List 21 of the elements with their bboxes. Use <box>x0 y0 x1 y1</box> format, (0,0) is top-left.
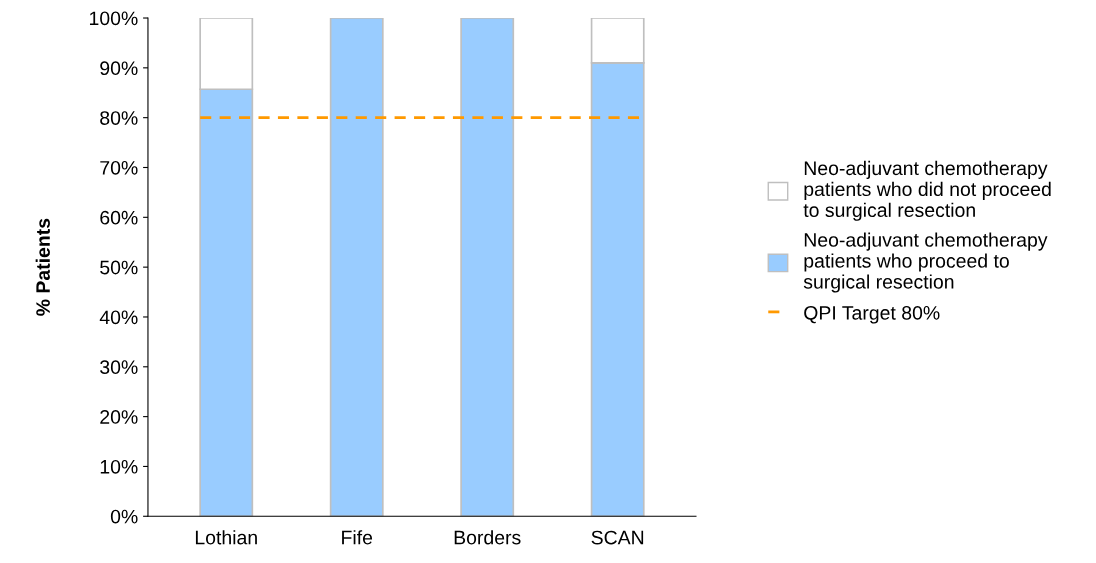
y-tick-label: 30% <box>100 360 138 375</box>
y-tick-label: 10% <box>100 459 138 474</box>
bar <box>460 18 515 517</box>
y-tick-label: 40% <box>99 310 138 325</box>
y-tick-label: 70% <box>100 160 138 175</box>
y-tick-label: 20% <box>100 410 138 424</box>
y-tick-label: 60% <box>100 210 138 225</box>
y-tick-label: 90% <box>100 61 138 76</box>
y-axis-title: % Patients <box>35 218 50 316</box>
bar <box>329 18 384 517</box>
legend-label: Neo-adjuvant chemotherapy patients who did not proceed to surgical resection <box>803 160 1051 221</box>
x-tick-label: SCAN <box>591 530 644 545</box>
y-tick-label: 50% <box>100 260 138 275</box>
y-tick-label: 0% <box>110 509 138 524</box>
y-tick-label: 80% <box>100 111 138 125</box>
y-tick-label: 100% <box>89 11 138 26</box>
x-tick-label: Borders <box>454 530 521 545</box>
x-tick-label: Fife <box>342 530 373 545</box>
x-tick-label: Lothian <box>195 530 257 545</box>
legend-label: QPI Target 80% <box>804 306 940 324</box>
legend-label: Neo-adjuvant chemotherapy patients who proceed to surgical resection <box>803 232 1048 293</box>
